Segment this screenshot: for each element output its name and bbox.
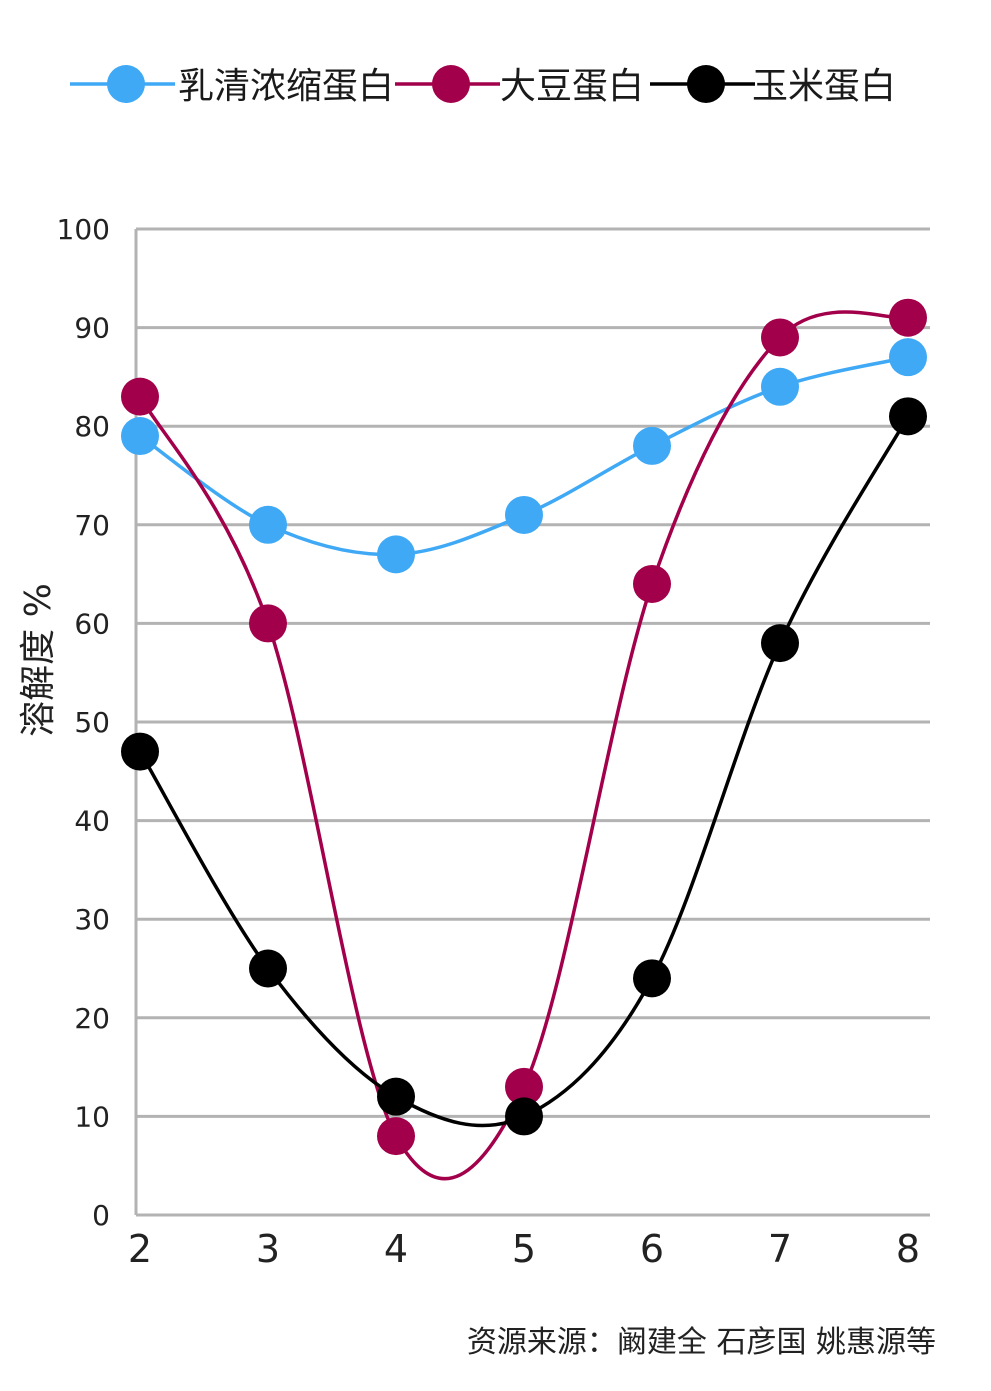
- data-points: [121, 298, 927, 1156]
- x-tick-label: 6: [640, 1227, 664, 1271]
- y-axis-label: 溶解度 %: [18, 583, 59, 737]
- data-point: [633, 959, 671, 998]
- data-point: [377, 1117, 415, 1156]
- series-lines: [138, 310, 910, 1181]
- data-point: [633, 426, 671, 465]
- y-tick-label: 40: [74, 805, 110, 838]
- y-tick-label: 80: [74, 410, 110, 443]
- x-tick-label: 2: [128, 1227, 152, 1271]
- x-tick-label: 4: [384, 1227, 408, 1271]
- data-point: [249, 949, 287, 988]
- y-tick-label: 50: [74, 706, 110, 739]
- legend: 乳清浓缩蛋白 大豆蛋白 玉米蛋白: [70, 65, 896, 107]
- legend-label: 乳清浓缩蛋白: [178, 66, 394, 107]
- x-tick-label: 8: [896, 1227, 920, 1271]
- data-point: [377, 535, 415, 574]
- series-line: [138, 310, 909, 1181]
- y-tick-label: 10: [74, 1100, 110, 1133]
- y-tick-label: 0: [92, 1199, 110, 1232]
- x-tick-labels: 2 3 4 5 6 7 8: [128, 1227, 920, 1271]
- y-tick-label: 70: [74, 509, 110, 542]
- source-note: 资源来源：阚建全 石彦国 姚惠源等: [467, 1325, 936, 1360]
- data-point: [889, 338, 927, 377]
- data-point: [761, 624, 799, 663]
- data-point: [889, 397, 927, 436]
- legend-marker: [107, 65, 145, 103]
- data-point: [377, 1077, 415, 1116]
- data-point: [505, 1067, 543, 1106]
- data-point: [889, 298, 927, 337]
- data-point: [121, 732, 159, 771]
- y-tick-label: 60: [74, 607, 110, 640]
- data-point: [249, 505, 287, 544]
- data-point: [121, 417, 159, 456]
- grid-lines: [136, 227, 930, 1118]
- y-tick-labels: 0 10 20 30 40 50 60 70 80 90 100: [57, 213, 110, 1232]
- data-point: [505, 1097, 543, 1136]
- x-tick-label: 3: [256, 1227, 280, 1271]
- legend-label: 大豆蛋白: [500, 66, 644, 107]
- data-point: [249, 604, 287, 643]
- legend-label: 玉米蛋白: [752, 66, 896, 107]
- legend-marker: [687, 65, 725, 103]
- y-tick-label: 30: [74, 903, 110, 936]
- x-tick-label: 7: [768, 1227, 792, 1271]
- y-tick-label: 90: [74, 312, 110, 345]
- data-point: [633, 564, 671, 603]
- y-tick-label: 20: [74, 1002, 110, 1035]
- y-tick-label: 100: [57, 213, 110, 246]
- data-point: [761, 318, 799, 357]
- legend-marker: [432, 65, 470, 103]
- data-point: [121, 377, 159, 416]
- data-point: [761, 367, 799, 406]
- data-point: [505, 495, 543, 534]
- x-tick-label: 5: [512, 1227, 536, 1271]
